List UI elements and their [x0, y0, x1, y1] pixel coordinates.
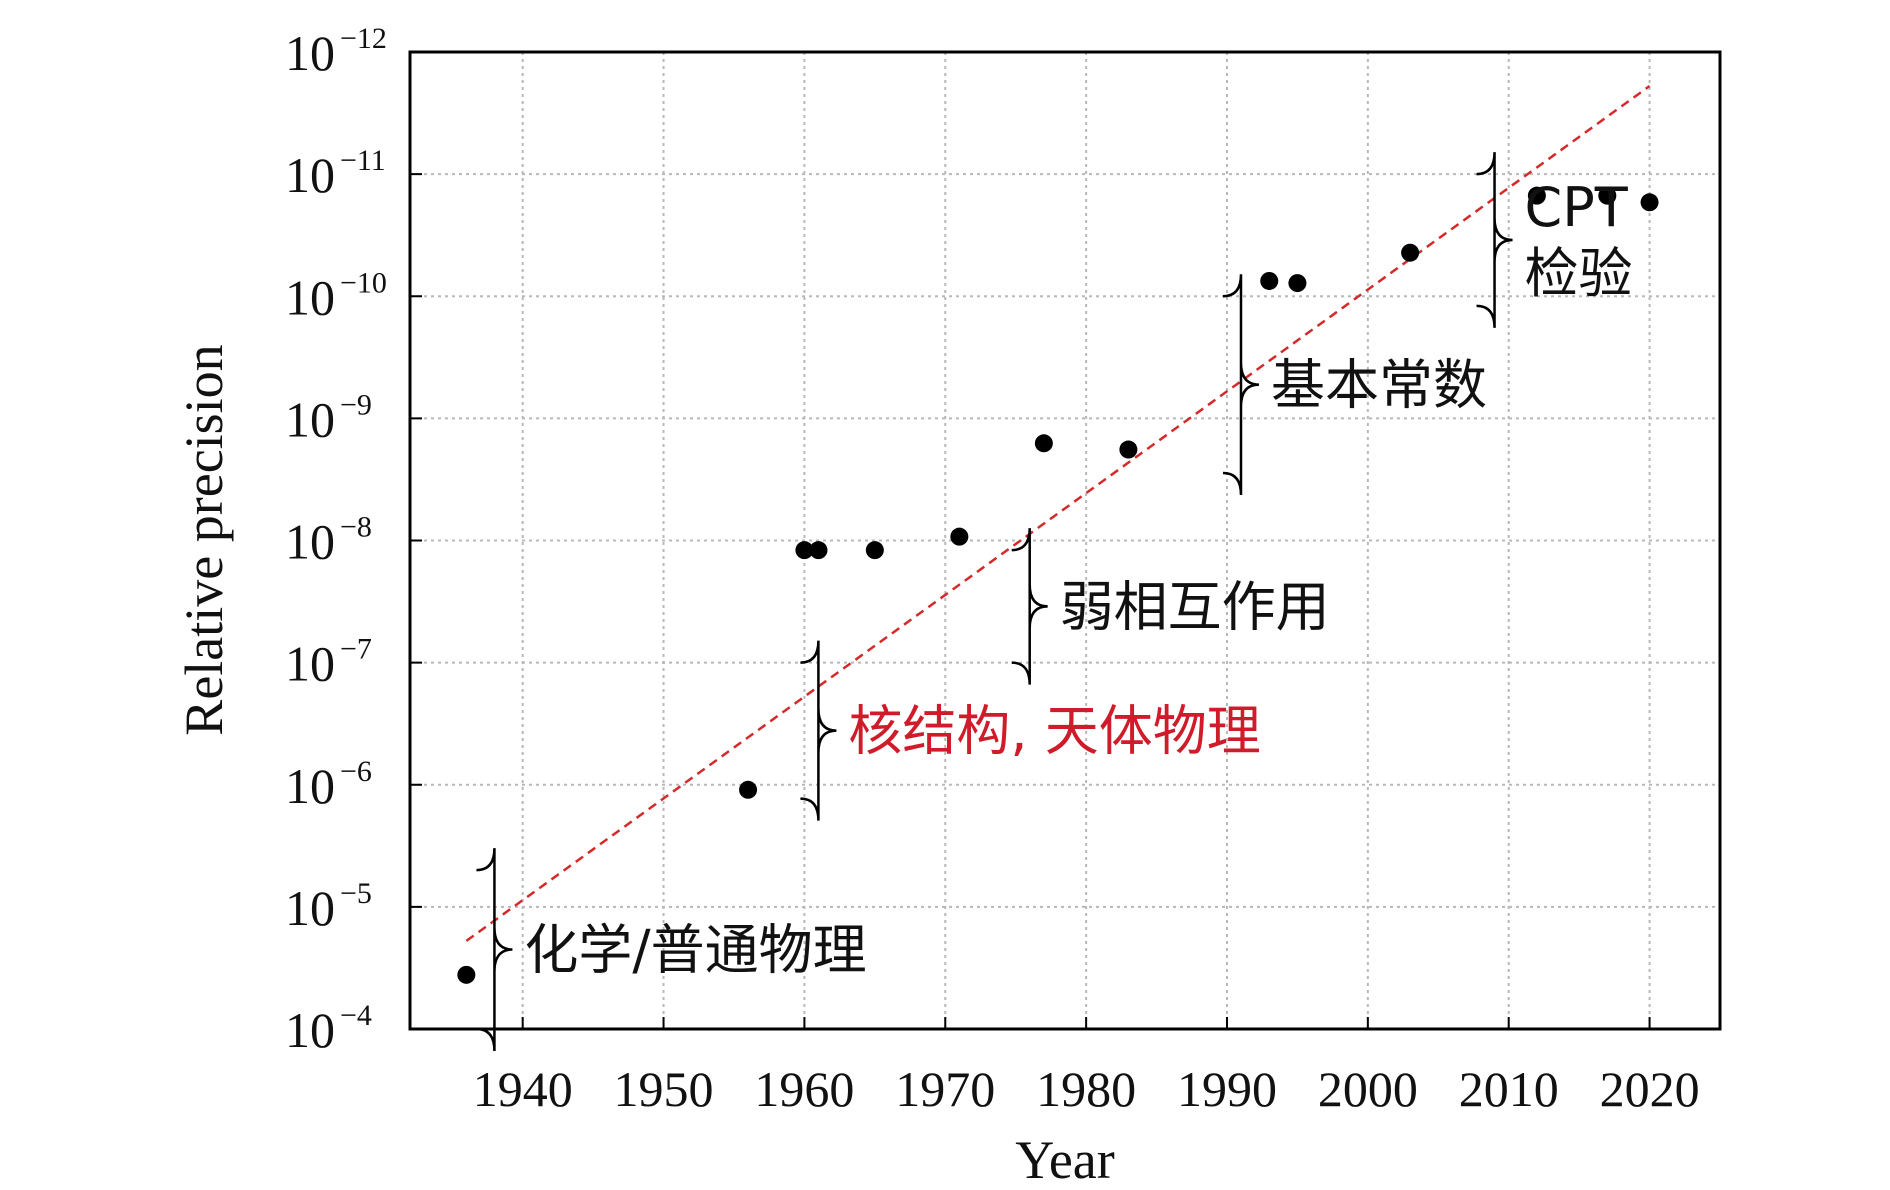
- y-axis-title: Relative precision: [174, 344, 234, 735]
- x-tick-label: 1960: [754, 1061, 854, 1117]
- annotation-brace: [1011, 528, 1048, 685]
- y-tick-label: 10: [285, 147, 335, 203]
- data-point: [1401, 243, 1420, 262]
- annotation-brace: [800, 640, 837, 821]
- data-point: [950, 527, 969, 546]
- annotation-label: 弱相互作用: [1060, 575, 1330, 638]
- y-tick-exponent: −7: [340, 633, 372, 666]
- y-tick-label: 10: [285, 758, 335, 814]
- data-point: [1260, 271, 1279, 290]
- annotation-brace: [476, 848, 513, 1052]
- x-tick-label: 1950: [614, 1061, 714, 1117]
- data-point: [1034, 434, 1053, 453]
- y-tick-exponent: −5: [340, 877, 372, 910]
- annotation-label: 基本常数: [1271, 354, 1487, 417]
- x-tick-label: 1980: [1036, 1061, 1136, 1117]
- annotation-brace: [1222, 274, 1260, 496]
- y-tick-label: 10: [285, 25, 335, 81]
- data-point: [1119, 440, 1138, 459]
- data-point: [1288, 274, 1307, 293]
- grid: [410, 52, 1720, 1029]
- y-tick-exponent: −4: [340, 999, 372, 1032]
- data-point: [809, 541, 828, 560]
- x-tick-label: 1990: [1177, 1061, 1277, 1117]
- trend-line-group: [465, 85, 1651, 942]
- y-tick-exponent: −8: [340, 511, 372, 544]
- y-tick-exponent: −6: [340, 755, 372, 788]
- annotation-label: CPT: [1525, 176, 1629, 239]
- x-tick-label: 2000: [1318, 1061, 1418, 1117]
- y-tick-label: 10: [285, 1002, 335, 1058]
- annotation-brace: [1476, 152, 1513, 328]
- trend-line: [465, 85, 1651, 942]
- data-point: [1640, 193, 1659, 212]
- x-tick-label: 1970: [895, 1061, 995, 1117]
- data-points: [457, 186, 1659, 984]
- y-tick-label: 10: [285, 391, 335, 447]
- y-tick-exponent: −9: [340, 388, 372, 421]
- y-tick-label: 10: [285, 636, 335, 692]
- y-tick-exponent: −11: [340, 144, 386, 177]
- x-axis-title: Year: [1015, 1130, 1115, 1190]
- y-tick-exponent: −12: [340, 22, 387, 55]
- data-point: [795, 541, 814, 560]
- data-point: [865, 541, 884, 560]
- x-axis-ticks: 1940 1950 1960 1970 1980 1990 2000 2010 2020: [473, 1017, 1700, 1117]
- data-point: [1598, 186, 1617, 205]
- data-point: [739, 780, 758, 799]
- data-point: [457, 965, 476, 984]
- x-tick-label: 2010: [1459, 1061, 1559, 1117]
- y-tick-label: 10: [285, 880, 335, 936]
- y-tick-label: 10: [285, 269, 335, 325]
- x-tick-label: 1940: [473, 1061, 573, 1117]
- y-tick-exponent: −10: [340, 266, 387, 299]
- y-tick-label: 10: [285, 514, 335, 570]
- data-point: [1527, 186, 1546, 205]
- annotation-label: 检验: [1525, 242, 1633, 305]
- x-tick-label: 2020: [1600, 1061, 1700, 1117]
- annotation-label: 化学/普通物理: [524, 919, 866, 982]
- annotation-label: 核结构, 天体物理: [848, 700, 1260, 763]
